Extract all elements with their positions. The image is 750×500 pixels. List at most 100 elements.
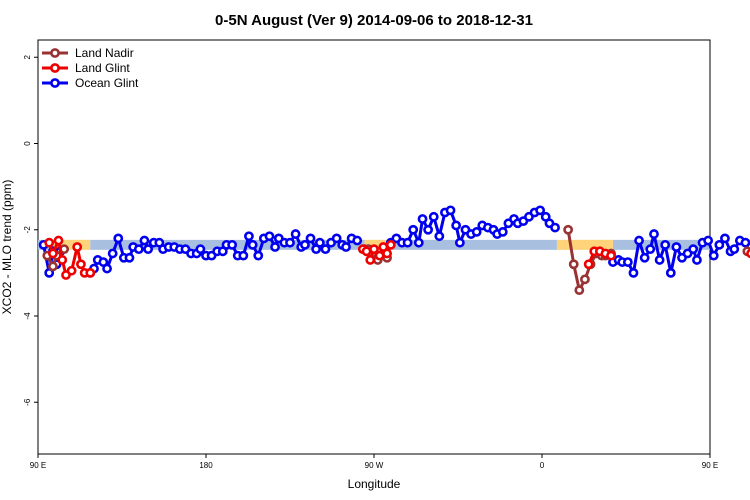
land-nadir-point [574, 285, 585, 296]
band-land-segment [52, 239, 91, 250]
ocean-glint-point [238, 250, 249, 261]
ocean-glint-point [628, 267, 639, 278]
legend-marker-land-nadir [50, 48, 60, 58]
ocean-glint-point [729, 244, 740, 255]
x-tick-label: 180 [199, 461, 213, 470]
y-tick-label: -6 [23, 398, 32, 406]
y-axis-label: XCO2 - MLO trend (ppm) [0, 180, 14, 315]
land-glint-point [382, 248, 392, 259]
ocean-glint-point [660, 239, 671, 250]
y-tick-label: -2 [23, 226, 32, 234]
land-glint-point [369, 244, 379, 255]
ocean-glint-point [645, 244, 656, 255]
x-tick-label: 90 E [702, 461, 718, 470]
land-glint-point [746, 248, 750, 259]
ocean-glint-point [720, 233, 730, 244]
legend-label-land-glint: Land Glint [75, 61, 130, 75]
ocean-glint-point [550, 222, 560, 233]
ocean-glint-point [708, 250, 719, 261]
ocean-glint-point [692, 255, 702, 265]
ocean-glint-point [639, 252, 650, 263]
ocean-glint-point [244, 231, 254, 242]
x-tick-label: 90 W [365, 461, 384, 470]
ocean-glint-point [535, 205, 546, 216]
land-glint-point [361, 246, 372, 257]
land-glint-point [44, 237, 55, 248]
ocean-glint-point [445, 205, 456, 216]
ocean-glint-point [133, 244, 144, 255]
y-tick-label: 0 [23, 141, 32, 146]
axes: 90 E 180 90 W 0 90 E 2 0 -2 -4 -6 [23, 54, 718, 470]
ocean-glint-point [703, 235, 714, 246]
ocean-glint-point [305, 233, 316, 244]
x-tick-label: 0 [540, 461, 545, 470]
x-tick-label: 90 E [30, 461, 46, 470]
legend-marker-ocean-glint [50, 78, 60, 88]
series-ocean-glint [38, 205, 750, 278]
ocean-glint-point [107, 248, 118, 259]
ocean-glint-point [264, 231, 275, 242]
ocean-glint-point [413, 237, 424, 248]
land-glint-point [57, 255, 68, 265]
ocean-glint-point [314, 237, 325, 248]
ocean-glint-point [102, 263, 112, 274]
land-glint-point [385, 239, 396, 250]
ocean-glint-point [139, 235, 150, 246]
y-tick-label: 2 [23, 54, 32, 59]
ocean-glint-point [434, 231, 445, 242]
ocean-glint-point [300, 239, 310, 250]
ocean-glint-point [285, 237, 295, 248]
land-glint-point [72, 242, 83, 252]
ocean-glint-point [113, 233, 124, 244]
ocean-glint-point [497, 227, 508, 237]
ocean-glint-point [665, 267, 676, 278]
land-nadir-point [48, 261, 58, 272]
land-glint-point [85, 267, 96, 278]
land-nadir-point [568, 259, 579, 270]
ocean-glint-point [428, 211, 439, 222]
ocean-glint-point [227, 239, 238, 250]
land-glint-point [365, 255, 376, 265]
ocean-glint-point [352, 235, 363, 246]
ocean-glint-point [671, 242, 682, 252]
land-nadir-point [580, 274, 590, 285]
ocean-glint-point [634, 235, 644, 246]
ocean-glint-point [195, 244, 206, 255]
land-glint-point [48, 248, 58, 259]
ocean-glint-point [341, 242, 351, 252]
ocean-glint-point [331, 233, 342, 244]
ocean-glint-point [320, 244, 331, 255]
land-glint-point [583, 259, 594, 270]
ocean-glint-point [649, 229, 659, 239]
ocean-glint-point [654, 255, 665, 265]
chart-title: 0-5N August (Ver 9) 2014-09-06 to 2018-1… [215, 12, 533, 29]
ocean-glint-point [471, 227, 482, 237]
ocean-glint-point [408, 224, 419, 235]
y-tick-label: -4 [23, 312, 32, 320]
band-land-segment [364, 239, 391, 250]
land-glint-point [66, 265, 77, 276]
x-axis-label: Longitude [348, 477, 401, 491]
ocean-glint-point [402, 237, 413, 248]
ocean-glint-point [417, 214, 428, 224]
band-land-segment [556, 239, 613, 250]
ocean-glint-point [253, 250, 264, 261]
ocean-glint-point [688, 244, 699, 255]
series-layer [38, 205, 750, 296]
land-glint-point [374, 250, 385, 261]
ocean-glint-point [143, 244, 154, 255]
ocean-glint-point [290, 229, 301, 239]
ocean-glint-point [270, 242, 280, 252]
ocean-glint-point [124, 252, 135, 263]
legend-marker-land-glint [50, 63, 60, 73]
band-ocean-segment [390, 239, 557, 250]
legend-label-ocean-glint: Ocean Glint [75, 76, 139, 90]
land-glint-point [606, 250, 616, 261]
legend-label-land-nadir: Land Nadir [75, 46, 134, 60]
land-nadir-point [563, 224, 574, 235]
series-land-glint [44, 235, 750, 280]
ocean-glint-point [622, 257, 633, 267]
land-glint-point [76, 259, 86, 270]
